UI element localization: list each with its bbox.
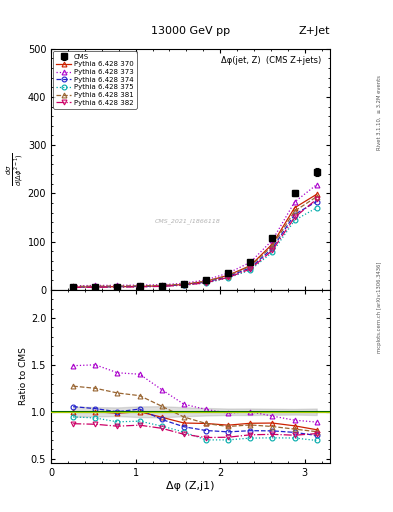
Text: mcplots.cern.ch [arXiv:1306.3436]: mcplots.cern.ch [arXiv:1306.3436]	[377, 262, 382, 353]
Pythia 6.428 373	[137, 282, 142, 288]
Pythia 6.428 382	[71, 284, 75, 290]
Pythia 6.428 373	[160, 282, 164, 288]
Pythia 6.428 375	[270, 249, 275, 255]
Pythia 6.428 370	[93, 284, 98, 290]
Pythia 6.428 373	[115, 282, 120, 288]
Line: Pythia 6.428 373: Pythia 6.428 373	[71, 182, 319, 288]
Pythia 6.428 374	[204, 279, 208, 285]
Pythia 6.428 381	[182, 281, 186, 287]
Pythia 6.428 375	[115, 284, 120, 290]
Pythia 6.428 374	[292, 211, 297, 218]
Pythia 6.428 374	[71, 284, 75, 290]
Pythia 6.428 374	[248, 265, 253, 271]
Pythia 6.428 381	[137, 283, 142, 289]
X-axis label: Δφ (Z,j1): Δφ (Z,j1)	[166, 481, 215, 491]
Pythia 6.428 370	[137, 283, 142, 289]
Pythia 6.428 374	[137, 283, 142, 289]
Pythia 6.428 375	[137, 284, 142, 290]
Line: Pythia 6.428 381: Pythia 6.428 381	[71, 194, 319, 289]
Pythia 6.428 375	[204, 280, 208, 286]
Pythia 6.428 370	[71, 284, 75, 290]
Pythia 6.428 382	[226, 274, 231, 281]
Pythia 6.428 370	[292, 205, 297, 211]
Pythia 6.428 381	[270, 243, 275, 249]
Pythia 6.428 373	[270, 237, 275, 243]
Line: Pythia 6.428 382: Pythia 6.428 382	[71, 197, 319, 290]
Pythia 6.428 370	[115, 284, 120, 290]
Pythia 6.428 375	[226, 275, 231, 281]
Pythia 6.428 370	[226, 272, 231, 279]
Pythia 6.428 382	[314, 196, 319, 202]
Pythia 6.428 374	[270, 245, 275, 251]
Pythia 6.428 370	[248, 263, 253, 269]
Pythia 6.428 382	[93, 284, 98, 290]
Line: Pythia 6.428 374: Pythia 6.428 374	[71, 199, 319, 289]
Pythia 6.428 382	[182, 282, 186, 288]
Text: Δφ(jet, Z)  (CMS Z+jets): Δφ(jet, Z) (CMS Z+jets)	[222, 56, 322, 65]
Pythia 6.428 382	[204, 280, 208, 286]
Legend: CMS, Pythia 6.428 370, Pythia 6.428 373, Pythia 6.428 374, Pythia 6.428 375, Pyt: CMS, Pythia 6.428 370, Pythia 6.428 373,…	[53, 51, 136, 109]
Pythia 6.428 373	[93, 282, 98, 288]
Pythia 6.428 375	[182, 282, 186, 288]
Pythia 6.428 374	[314, 199, 319, 205]
Pythia 6.428 373	[314, 182, 319, 188]
Pythia 6.428 373	[248, 259, 253, 265]
Y-axis label: Ratio to CMS: Ratio to CMS	[19, 348, 28, 406]
Pythia 6.428 382	[160, 283, 164, 289]
Pythia 6.428 370	[160, 283, 164, 289]
Pythia 6.428 373	[292, 199, 297, 205]
Pythia 6.428 370	[204, 278, 208, 284]
Pythia 6.428 375	[314, 205, 319, 211]
Pythia 6.428 382	[137, 284, 142, 290]
Pythia 6.428 381	[160, 282, 164, 288]
Pythia 6.428 382	[248, 266, 253, 272]
Y-axis label: $\frac{d\sigma}{d(\Delta\phi^{2-1})}$: $\frac{d\sigma}{d(\Delta\phi^{2-1})}$	[5, 153, 26, 186]
Pythia 6.428 373	[226, 270, 231, 276]
Text: CMS_2021_I1866118: CMS_2021_I1866118	[154, 218, 220, 224]
Text: Rivet 3.1.10,  ≥ 3.2M events: Rivet 3.1.10, ≥ 3.2M events	[377, 75, 382, 150]
Pythia 6.428 375	[71, 284, 75, 290]
Pythia 6.428 370	[182, 282, 186, 288]
Line: Pythia 6.428 375: Pythia 6.428 375	[71, 205, 319, 290]
Pythia 6.428 381	[292, 208, 297, 214]
Pythia 6.428 374	[93, 284, 98, 290]
Pythia 6.428 382	[115, 284, 120, 290]
Pythia 6.428 375	[160, 283, 164, 289]
Line: Pythia 6.428 370: Pythia 6.428 370	[71, 192, 319, 289]
Pythia 6.428 382	[292, 215, 297, 221]
Text: 13000 GeV pp: 13000 GeV pp	[151, 26, 230, 36]
Pythia 6.428 374	[182, 282, 186, 288]
Pythia 6.428 370	[270, 241, 275, 247]
Pythia 6.428 381	[248, 263, 253, 269]
Pythia 6.428 373	[71, 283, 75, 289]
Pythia 6.428 374	[115, 284, 120, 290]
Pythia 6.428 373	[182, 280, 186, 286]
Pythia 6.428 373	[204, 277, 208, 283]
Pythia 6.428 374	[226, 273, 231, 280]
Pythia 6.428 381	[115, 283, 120, 289]
Pythia 6.428 375	[248, 267, 253, 273]
Pythia 6.428 374	[160, 283, 164, 289]
Text: Z+Jet: Z+Jet	[299, 26, 330, 36]
Pythia 6.428 370	[314, 191, 319, 197]
Pythia 6.428 381	[314, 194, 319, 200]
Pythia 6.428 382	[270, 247, 275, 253]
Pythia 6.428 381	[93, 283, 98, 289]
Pythia 6.428 375	[93, 284, 98, 290]
Pythia 6.428 381	[226, 272, 231, 279]
Pythia 6.428 381	[204, 278, 208, 284]
Pythia 6.428 375	[292, 217, 297, 223]
Pythia 6.428 381	[71, 283, 75, 289]
